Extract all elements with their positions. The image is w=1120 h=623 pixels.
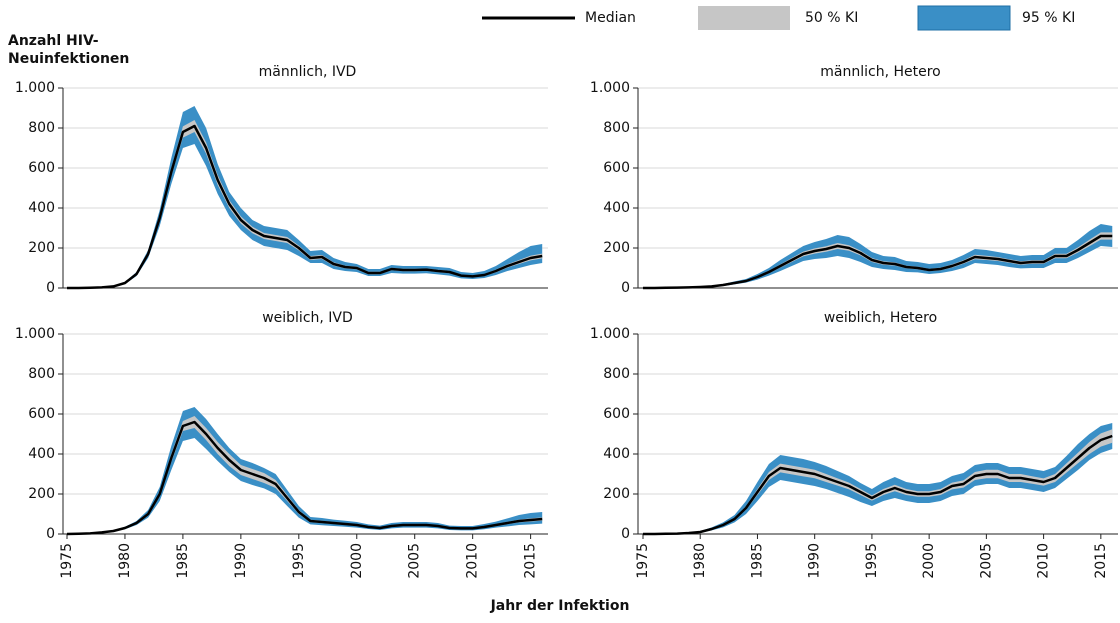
median-line bbox=[67, 124, 543, 290]
x-tick-label: 2015 bbox=[1093, 543, 1109, 579]
panel-title: weiblich, IVD bbox=[262, 310, 353, 326]
panel: männlich, Hetero 0 200 400 600 800 1.000 bbox=[590, 64, 1118, 296]
y-tick-label: 1.000 bbox=[15, 326, 55, 342]
y-tick-label: 0 bbox=[621, 280, 630, 296]
y-tick-label: 400 bbox=[28, 200, 55, 216]
y-tick-label: 0 bbox=[46, 526, 55, 542]
x-tick-label: 1985 bbox=[175, 543, 191, 579]
y-tick-label: 1.000 bbox=[15, 80, 55, 96]
x-tick-label: 1980 bbox=[692, 543, 708, 579]
x-tick-label: 1980 bbox=[117, 543, 133, 579]
y-tick-label: 1.000 bbox=[590, 326, 630, 342]
legend-swatch bbox=[917, 5, 1011, 31]
x-tick-label: 1995 bbox=[864, 543, 880, 579]
x-tick-label: 2010 bbox=[465, 543, 481, 579]
y-tick-label: 800 bbox=[28, 120, 55, 136]
panel: männlich, IVD 0 200 400 600 800 1.000 bbox=[15, 64, 548, 296]
median-line bbox=[643, 234, 1113, 290]
y-tick-label: 0 bbox=[46, 280, 55, 296]
legend-label: 50 % KI bbox=[805, 10, 858, 26]
ci-band bbox=[643, 232, 1113, 288]
x-tick-label: 1975 bbox=[635, 543, 651, 579]
y-tick-label: 200 bbox=[603, 486, 630, 502]
panel: weiblich, Hetero 0 200 400 600 800 1.000 1975 19… bbox=[590, 310, 1118, 579]
x-tick-label: 2000 bbox=[921, 543, 937, 579]
x-tick-label: 2005 bbox=[407, 543, 423, 579]
y-tick-label: 800 bbox=[603, 366, 630, 382]
y-tick-label: 400 bbox=[28, 446, 55, 462]
x-tick-label: 1975 bbox=[59, 543, 75, 579]
x-tick-label: 2005 bbox=[978, 543, 994, 579]
y-tick-label: 200 bbox=[28, 486, 55, 502]
y-tick-label: 800 bbox=[28, 366, 55, 382]
ci-band bbox=[67, 106, 543, 288]
y-tick-label: 800 bbox=[603, 120, 630, 136]
y-tick-label: 400 bbox=[603, 446, 630, 462]
median-line bbox=[643, 434, 1113, 536]
y-tick-label: 0 bbox=[621, 526, 630, 542]
x-tick-label: 2015 bbox=[523, 543, 539, 579]
legend-label: Median bbox=[585, 10, 636, 26]
y-axis-label: Anzahl HIV-Neuinfektionen bbox=[8, 33, 130, 67]
ci-band bbox=[67, 120, 543, 288]
panel-title: männlich, Hetero bbox=[820, 64, 940, 80]
y-tick-label: 400 bbox=[603, 200, 630, 216]
y-tick-label: 200 bbox=[603, 240, 630, 256]
legend-swatch bbox=[698, 6, 790, 30]
x-tick-label: 2010 bbox=[1036, 543, 1052, 579]
x-axis-label: Jahr der Infektion bbox=[490, 598, 630, 614]
median-line bbox=[66, 420, 543, 536]
ci-band bbox=[643, 224, 1113, 288]
ci-band bbox=[643, 429, 1113, 534]
x-tick-label: 1995 bbox=[291, 543, 307, 579]
y-tick-label: 600 bbox=[28, 160, 55, 176]
y-tick-label: 600 bbox=[603, 406, 630, 422]
panel-title: weiblich, Hetero bbox=[824, 310, 937, 326]
x-tick-label: 1990 bbox=[233, 543, 249, 579]
x-tick-label: 2000 bbox=[349, 543, 365, 579]
panel-title: männlich, IVD bbox=[259, 64, 357, 80]
y-tick-label: 200 bbox=[28, 240, 55, 256]
panel: weiblich, IVD 0 200 400 600 800 1.000 1975 1980 1… bbox=[15, 310, 548, 579]
legend-label: 95 % KI bbox=[1022, 10, 1075, 26]
y-tick-label: 1.000 bbox=[590, 80, 630, 96]
x-tick-label: 1985 bbox=[749, 543, 765, 579]
y-tick-label: 600 bbox=[603, 160, 630, 176]
ci-band bbox=[67, 407, 543, 534]
x-tick-label: 1990 bbox=[807, 543, 823, 579]
y-tick-label: 600 bbox=[28, 406, 55, 422]
